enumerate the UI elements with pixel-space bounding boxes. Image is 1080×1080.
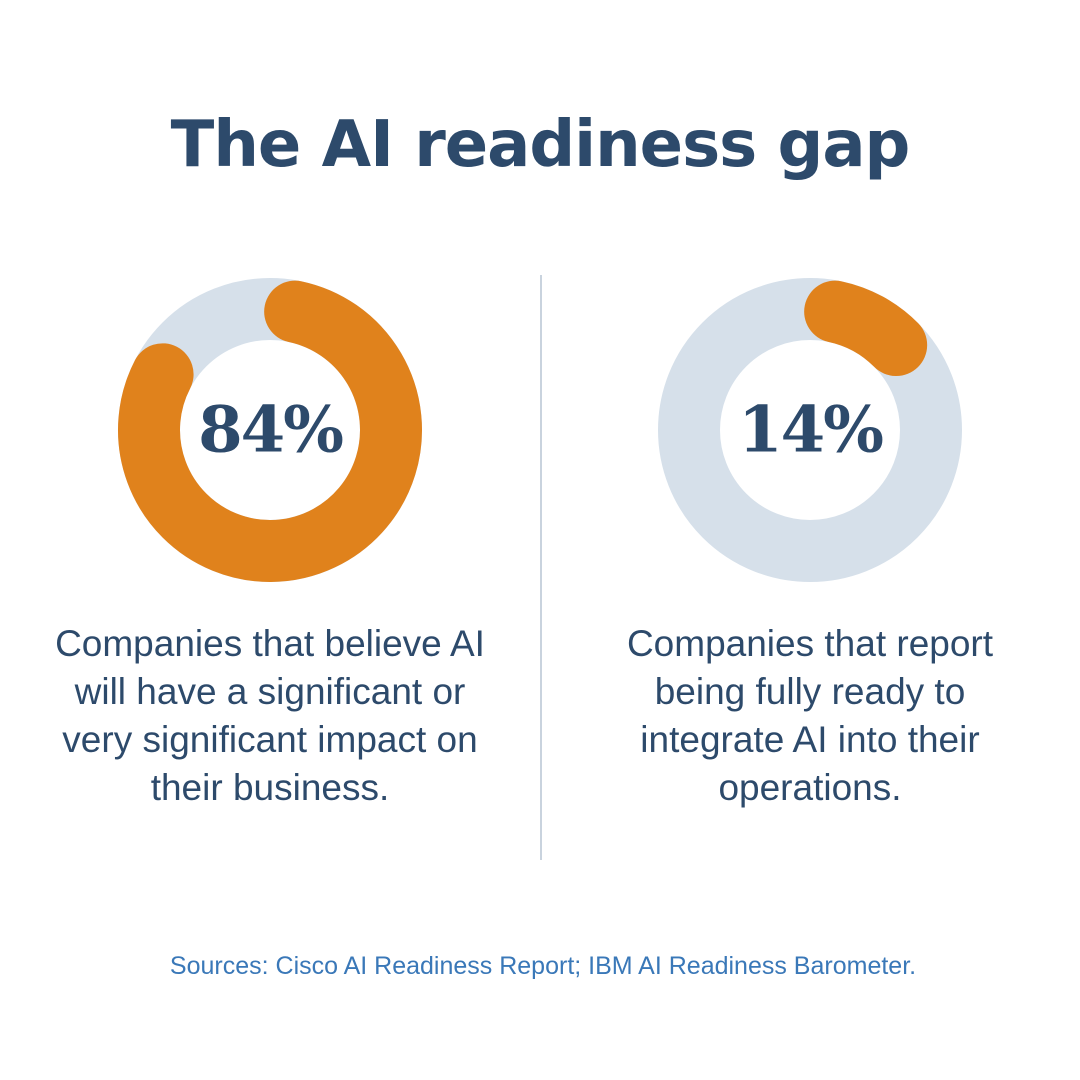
donut-chart-impact: 84% — [118, 278, 422, 582]
donut-arc — [118, 280, 422, 582]
donut-caption-impact: Companies that believe AI will have a si… — [55, 623, 485, 808]
donut-value-label: 14% — [738, 393, 883, 468]
sources-note: Sources: Cisco AI Readiness Report; IBM … — [169, 952, 917, 980]
donut-caption-readiness: Companies that report being fully ready … — [626, 623, 994, 808]
page-title: The AI readiness gap — [170, 108, 911, 182]
column-divider — [540, 275, 542, 860]
donut-arc — [804, 280, 928, 377]
donut-chart-readiness: 14% — [658, 278, 962, 582]
donut-value-label: 84% — [198, 393, 343, 468]
